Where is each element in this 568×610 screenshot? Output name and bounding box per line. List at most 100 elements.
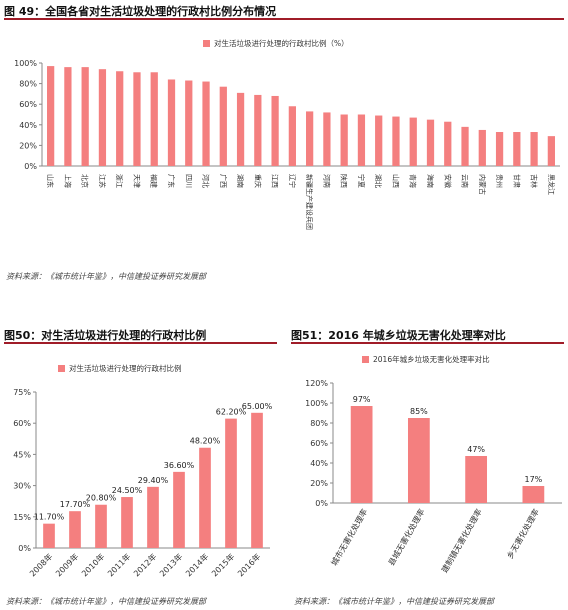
figure49-bar xyxy=(444,121,452,166)
figure51-title-rule xyxy=(291,342,564,344)
figure50-title: 图50：对生活垃圾进行处理的行政村比例 xyxy=(4,329,207,342)
figure50-y-tick-label: 15% xyxy=(13,513,31,522)
figure49-category-label: 江苏 xyxy=(98,174,107,188)
figure49-bar xyxy=(495,132,504,166)
figure49-y-tick-label: 60% xyxy=(19,100,37,109)
figure49-y-tick-label: 100% xyxy=(14,59,37,68)
figure50-source: 资料来源：《城市统计年鉴》，中信建投证券研究发展部 xyxy=(6,597,206,606)
figure49-category-label: 青海 xyxy=(409,174,418,188)
figure49-bar xyxy=(547,136,555,166)
figure49-category-label: 福建 xyxy=(150,174,159,188)
figure49-bar xyxy=(150,72,158,166)
figure50-data-label: 20.80% xyxy=(86,494,117,503)
figure49-bar xyxy=(219,86,227,166)
figure49-bar xyxy=(409,117,417,166)
figure51-source: 资料来源：《城市统计年鉴》，中信建投证券研究发展部 xyxy=(294,597,494,606)
figure49-title-rule xyxy=(4,18,564,20)
figure50-bar xyxy=(121,497,133,548)
figure49-bar xyxy=(133,72,141,166)
figure51-y-tick-label: 100% xyxy=(305,399,328,408)
figure49-category-label: 辽宁 xyxy=(288,174,297,188)
figure50-title-rule xyxy=(4,342,277,344)
figure49-bar xyxy=(306,111,314,166)
figure50-bar xyxy=(173,471,185,548)
figure50-bar xyxy=(43,523,55,548)
figure50-data-label: 24.50% xyxy=(112,486,143,495)
figure50-y-tick-label: 60% xyxy=(13,419,31,428)
figure49-bar xyxy=(323,112,331,166)
figure51-bar xyxy=(522,486,545,503)
figure49-category-label: 贵州 xyxy=(495,174,504,188)
figure51-legend-label: 2016年城乡垃圾无害化处理率对比 xyxy=(373,354,490,364)
figure49-category-label: 内蒙古 xyxy=(478,174,487,195)
figure50-bar xyxy=(225,418,237,548)
figure49-bar xyxy=(236,92,245,166)
figure50-y-tick-label: 30% xyxy=(13,482,31,491)
figure49-category-label: 甘肃 xyxy=(512,174,521,188)
figure49-category-label: 陕西 xyxy=(340,174,349,188)
figure49-category-label: 湖北 xyxy=(374,174,383,188)
figure51-data-label: 47% xyxy=(467,445,485,454)
figure50-data-label: 11.70% xyxy=(34,513,65,522)
figure50-bar xyxy=(95,504,107,548)
figure51-data-label: 17% xyxy=(524,475,542,484)
figure49-bar xyxy=(461,126,469,166)
figure49-category-label: 浙江 xyxy=(115,174,124,188)
figure49-bar xyxy=(81,67,89,166)
figure50-data-label: 29.40% xyxy=(138,476,169,485)
figure50-legend-swatch xyxy=(58,365,65,372)
figure49-category-label: 新疆生产建设兵团 xyxy=(305,174,314,230)
figure50-data-label: 62.20% xyxy=(216,408,247,417)
figure49-title: 图 49：全国各省对生活垃圾处理的行政村比例分布情况 xyxy=(4,5,277,18)
figure49-bar xyxy=(47,66,55,166)
figure49-category-label: 广西 xyxy=(219,174,228,188)
figure49-bar xyxy=(288,106,296,166)
figure49-category-label: 四川 xyxy=(184,174,192,188)
figure51-title: 图51：2016 年城乡垃圾无害化处理率对比 xyxy=(291,329,506,342)
figure49-bar xyxy=(357,114,366,166)
figure49-category-label: 重庆 xyxy=(253,174,262,188)
figure49-bar xyxy=(185,80,193,166)
figure49-bar xyxy=(271,95,279,166)
figure51-category-label: 城市无害化处理率 xyxy=(329,507,370,567)
figure50-legend-label: 对生活垃圾进行处理的行政村比例 xyxy=(69,363,182,373)
figure49-category-label: 海南 xyxy=(426,174,435,188)
figure49-bar xyxy=(426,119,435,166)
figure51-data-label: 85% xyxy=(410,407,428,416)
figure51-category-label: 县城无害化处理率 xyxy=(386,507,427,567)
figure51-y-tick-label: 0% xyxy=(315,499,328,508)
figure49-chart: 对生活垃圾进行处理的行政村比例（%） 0% 20% 40% 60% 80% 100% 山东 上海… xyxy=(14,38,560,230)
figure49-category-label: 安徽 xyxy=(443,174,452,188)
figure49-category-label: 河南 xyxy=(322,174,331,188)
figure49-y-tick-label: 40% xyxy=(19,121,37,130)
figure51-category-label: 乡无害化处理率 xyxy=(504,507,541,560)
figure49-bar xyxy=(340,114,348,166)
figure49-category-label: 山西 xyxy=(391,174,400,188)
figure49-bar xyxy=(98,69,107,166)
figure51-y-tick-label: 120% xyxy=(305,379,328,388)
figure51-y-tick-label: 80% xyxy=(310,419,328,428)
figure50-data-label: 65.00% xyxy=(242,402,273,411)
figure49-bar xyxy=(478,129,486,166)
figure51-data-label: 97% xyxy=(353,395,371,404)
figure50-data-label: 17.70% xyxy=(60,500,91,509)
figure50-bar xyxy=(69,511,81,548)
figure49-category-label: 黑龙江 xyxy=(547,174,556,195)
figure49-bar xyxy=(167,79,176,166)
figure51-y-tick-label: 60% xyxy=(310,439,328,448)
figure50-bar xyxy=(147,486,159,548)
figure50-data-label: 36.60% xyxy=(164,461,195,470)
figure49-bar xyxy=(375,115,383,166)
figure49-legend-label: 对生活垃圾进行处理的行政村比例（%） xyxy=(214,38,349,48)
figure50-y-tick-label: 45% xyxy=(13,450,31,459)
figure49-category-label: 湖南 xyxy=(236,174,245,188)
figure49-category-label: 北京 xyxy=(81,174,90,188)
figure49-category-label: 云南 xyxy=(461,174,470,188)
figure51-bar xyxy=(407,418,430,503)
figure49-category-label: 广东 xyxy=(167,174,176,188)
figure49-bar xyxy=(530,132,538,166)
figure49-bar xyxy=(513,132,521,166)
figure49-category-label: 上海 xyxy=(63,174,72,188)
